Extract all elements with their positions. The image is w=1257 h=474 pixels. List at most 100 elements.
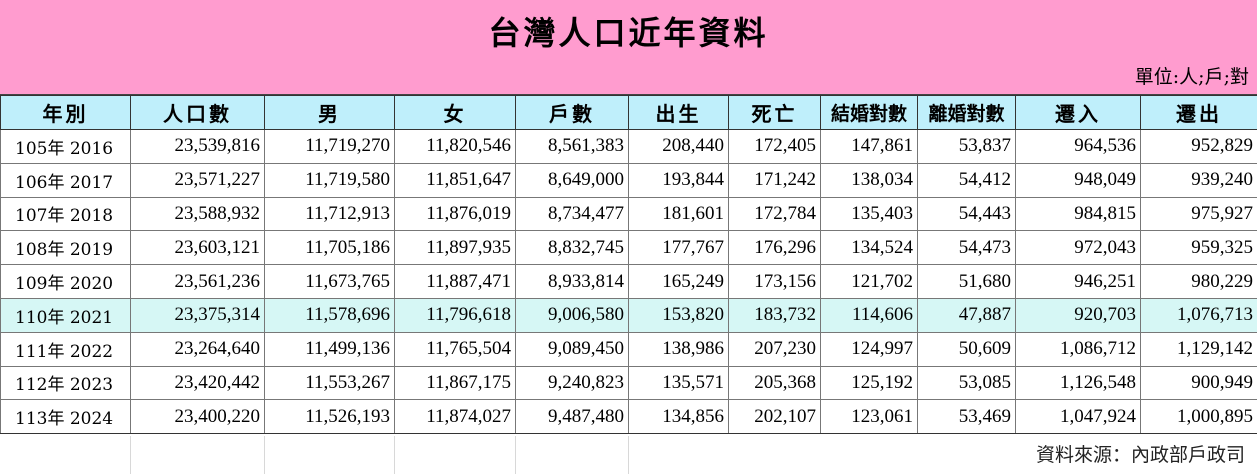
table-cell: 8,734,477 xyxy=(515,196,629,232)
column-header: 遷入 xyxy=(1015,95,1141,130)
row-year-cell: 112年 2023 xyxy=(0,365,131,401)
table-row: 109年 2020 23,561,236 11,673,765 11,887,471 8… xyxy=(0,264,1257,299)
column-header: 年別 xyxy=(0,95,131,130)
grid-divider xyxy=(394,436,395,474)
table-cell: 177,767 xyxy=(628,230,729,266)
table-cell: 23,539,816 xyxy=(130,129,265,164)
table-cell: 202,107 xyxy=(728,399,821,435)
table-cell: 51,680 xyxy=(917,264,1016,299)
table-cell: 54,473 xyxy=(917,230,1016,266)
table-cell: 1,129,142 xyxy=(1140,331,1257,367)
table-cell: 23,561,236 xyxy=(130,264,265,299)
table-cell: 9,487,480 xyxy=(515,399,629,435)
table-cell: 959,325 xyxy=(1140,230,1257,266)
column-header: 遷出 xyxy=(1140,95,1257,130)
table-cell: 975,927 xyxy=(1140,196,1257,232)
table-cell: 9,240,823 xyxy=(515,365,629,401)
row-year-cell: 113年 2024 xyxy=(0,399,131,435)
table-cell: 11,719,270 xyxy=(264,129,395,164)
table-cell: 134,524 xyxy=(820,230,918,266)
table-cell: 47,887 xyxy=(917,297,1016,333)
table-cell: 980,229 xyxy=(1140,264,1257,299)
table-cell: 176,296 xyxy=(728,230,821,266)
table-cell: 11,526,193 xyxy=(264,399,395,435)
table-cell: 23,400,220 xyxy=(130,399,265,435)
table-cell: 207,230 xyxy=(728,331,821,367)
table-row: 107年 2018 23,588,932 11,712,913 11,876,019 8… xyxy=(0,196,1257,232)
table-cell: 1,086,712 xyxy=(1015,331,1141,367)
table-title: 台灣人口近年資料 xyxy=(488,14,769,52)
table-cell: 172,784 xyxy=(728,196,821,232)
table-cell: 11,765,504 xyxy=(394,331,516,367)
row-year-cell: 106年 2017 xyxy=(0,162,131,198)
table-cell: 8,933,814 xyxy=(515,264,629,299)
table-cell: 23,420,442 xyxy=(130,365,265,401)
table-cell: 193,844 xyxy=(628,162,729,198)
table-cell: 23,571,227 xyxy=(130,162,265,198)
table-cell: 11,897,935 xyxy=(394,230,516,266)
table-cell: 173,156 xyxy=(728,264,821,299)
table-cell: 900,949 xyxy=(1140,365,1257,401)
column-header: 結婚對數 xyxy=(820,95,918,130)
table-cell: 165,249 xyxy=(628,264,729,299)
column-header: 出生 xyxy=(628,95,729,130)
table-body: 105年 2016 23,539,816 11,719,270 11,820,546 8… xyxy=(0,129,1257,435)
table-cell: 984,815 xyxy=(1015,196,1141,232)
column-header: 戶數 xyxy=(515,95,629,130)
table-cell: 125,192 xyxy=(820,365,918,401)
table-cell: 11,705,186 xyxy=(264,230,395,266)
table-cell: 123,061 xyxy=(820,399,918,435)
header-row: 年別 人口數男女戶數 出生 死亡 結婚對數 離婚對數 遷入 遷出 xyxy=(0,95,1257,130)
column-header: 人口數 xyxy=(130,95,265,130)
column-header: 女 xyxy=(394,95,516,130)
table-cell: 920,703 xyxy=(1015,297,1141,333)
table-cell: 1,000,895 xyxy=(1140,399,1257,435)
table-cell: 147,861 xyxy=(820,129,918,164)
table-cell: 9,006,580 xyxy=(515,297,629,333)
table-cell: 11,553,267 xyxy=(264,365,395,401)
table-cell: 1,126,548 xyxy=(1015,365,1141,401)
table-row: 111年 2022 23,264,640 11,499,136 11,765,504 9… xyxy=(0,331,1257,367)
table-cell: 54,412 xyxy=(917,162,1016,198)
column-header: 離婚對數 xyxy=(917,95,1016,130)
table-row: 108年 2019 23,603,121 11,705,186 11,897,935 8… xyxy=(0,230,1257,266)
table-row: 106年 2017 23,571,227 11,719,580 11,851,647 8… xyxy=(0,162,1257,198)
table-cell: 205,368 xyxy=(728,365,821,401)
table-cell: 23,375,314 xyxy=(130,297,265,333)
grid-divider xyxy=(628,436,629,474)
table-cell: 181,601 xyxy=(628,196,729,232)
grid-divider xyxy=(130,436,131,474)
table-cell: 952,829 xyxy=(1140,129,1257,164)
row-year-cell: 109年 2020 xyxy=(0,264,131,299)
table-cell: 183,732 xyxy=(728,297,821,333)
row-year-cell: 108年 2019 xyxy=(0,230,131,266)
table-cell: 11,876,019 xyxy=(394,196,516,232)
row-year-cell: 107年 2018 xyxy=(0,196,131,232)
table-cell: 1,047,924 xyxy=(1015,399,1141,435)
grid-divider xyxy=(515,436,516,474)
table-cell: 171,242 xyxy=(728,162,821,198)
table-cell: 11,499,136 xyxy=(264,331,395,367)
unit-note: 單位:人;戶;對 xyxy=(1134,66,1249,88)
table-cell: 172,405 xyxy=(728,129,821,164)
table-cell: 1,076,713 xyxy=(1140,297,1257,333)
table-cell: 946,251 xyxy=(1015,264,1141,299)
table-cell: 11,867,175 xyxy=(394,365,516,401)
table-cell: 8,649,000 xyxy=(515,162,629,198)
table-cell: 11,851,647 xyxy=(394,162,516,198)
source-note: 資料來源：內政部戶政司 xyxy=(1035,444,1245,466)
table-cell: 138,986 xyxy=(628,331,729,367)
row-year-cell: 110年 2021 xyxy=(0,297,131,333)
table-cell: 8,832,745 xyxy=(515,230,629,266)
table-cell: 50,609 xyxy=(917,331,1016,367)
table-cell: 23,264,640 xyxy=(130,331,265,367)
table-cell: 138,034 xyxy=(820,162,918,198)
row-year-cell: 105年 2016 xyxy=(0,129,131,164)
population-table: 年別 人口數男女戶數 出生 死亡 結婚對數 離婚對數 遷入 遷出 105年 2016 23,53… xyxy=(0,95,1257,435)
table-cell: 11,673,765 xyxy=(264,264,395,299)
table-cell: 54,443 xyxy=(917,196,1016,232)
column-header: 男 xyxy=(264,95,395,130)
table-cell: 9,089,450 xyxy=(515,331,629,367)
table-cell: 964,536 xyxy=(1015,129,1141,164)
table-cell: 11,796,618 xyxy=(394,297,516,333)
